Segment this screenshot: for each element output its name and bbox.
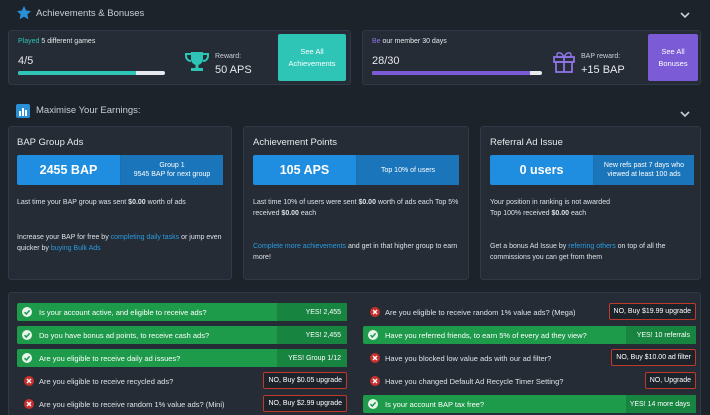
gift-icon xyxy=(553,52,575,73)
card-title: Referral Ad Issue xyxy=(490,137,563,148)
complete-achievements-link[interactable]: Complete more achievements xyxy=(253,243,346,250)
bap-reward-value: +15 BAP xyxy=(581,64,625,76)
cross-icon xyxy=(24,399,34,409)
progress-fill xyxy=(372,71,531,75)
reward-value: 50 APS xyxy=(215,64,252,76)
daily-tasks-link[interactable]: completing daily tasks xyxy=(110,234,180,241)
card-title: Achievement Points xyxy=(253,137,337,148)
eligibility-row: Have you referred friends, to earn 5% of… xyxy=(363,326,696,344)
eligibility-result: YES! 10 referrals xyxy=(626,326,696,344)
bap-group-info: Group 1 9545 BAP for next group xyxy=(121,155,223,185)
eligibility-question: Have you referred friends, to earn 5% of… xyxy=(385,331,587,340)
eligibility-row: Are you eligible to receive daily ad iss… xyxy=(17,349,347,367)
eligibility-row: Is your account active, and eligible to … xyxy=(17,303,347,321)
cross-icon xyxy=(370,353,380,363)
eligibility-row: Are you eligible to receive random 1% va… xyxy=(17,395,347,413)
eligibility-question: Have you changed Default Ad Recycle Time… xyxy=(385,377,564,386)
aps-value-box: 105 APS Top 10% of users xyxy=(253,155,459,185)
referring-others-link[interactable]: referring others xyxy=(568,243,616,250)
section-title: Achievements & Bonuses xyxy=(36,8,145,19)
membership-text: Be our member 30 days xyxy=(372,38,447,45)
check-icon xyxy=(22,330,32,340)
check-icon xyxy=(368,330,378,340)
cross-icon xyxy=(370,376,380,386)
aps-rank: Top 10% of users xyxy=(357,155,459,185)
eligibility-question: Are you eligible to receive recycled ads… xyxy=(39,377,174,386)
eligibility-question: Is your account BAP tax free? xyxy=(385,400,485,409)
cross-icon xyxy=(24,376,34,386)
trophy-icon xyxy=(185,52,209,71)
progress-fill xyxy=(18,71,136,75)
achievements-header[interactable]: Achievements & Bonuses xyxy=(0,0,710,28)
eligibility-question: Have you blocked low value ads with our … xyxy=(385,354,552,363)
chevron-down-icon[interactable] xyxy=(680,109,690,119)
eligibility-row: Do you have bonus ad points, to receive … xyxy=(17,326,347,344)
section-title: Maximise Your Earnings: xyxy=(36,105,141,116)
eligibility-row: Have you blocked low value ads with our … xyxy=(363,349,696,367)
referral-info: New refs past 7 days who viewed at least… xyxy=(594,155,694,185)
upgrade-button[interactable]: NO, Buy $19.99 upgrade xyxy=(608,303,696,320)
referral-bonus-text: Get a bonus Ad Issue by referring others… xyxy=(490,243,666,261)
eligibility-row: Are you eligible to receive random 1% va… xyxy=(363,303,696,321)
check-icon xyxy=(22,353,32,363)
eligibility-row: Is your account BAP tax free? YES! 14 mor… xyxy=(363,395,696,413)
eligibility-question: Are you eligible to receive random 1% va… xyxy=(39,400,225,409)
played-text: Played 5 different games xyxy=(18,38,96,45)
earnings-header[interactable]: Maximise Your Earnings: xyxy=(0,99,710,127)
referral-value: 0 users xyxy=(490,155,594,185)
eligibility-result: YES! 2,455 xyxy=(277,326,347,344)
aps-complete-text: Complete more achievements and get in th… xyxy=(253,243,458,261)
eligibility-question: Are you eligible to receive daily ad iss… xyxy=(39,354,181,363)
upgrade-button[interactable]: NO, Upgrade xyxy=(644,372,696,389)
upgrade-button[interactable]: NO, Buy $10.00 ad filter xyxy=(611,349,696,366)
eligibility-panel: Is your account active, and eligible to … xyxy=(8,292,701,415)
eligibility-row: Have you changed Default Ad Recycle Time… xyxy=(363,372,696,390)
achievement-points-card: Achievement Points 105 APS Top 10% of us… xyxy=(243,126,469,280)
aps-sent-text: Last time 10% of users were sent $0.00 w… xyxy=(253,199,459,217)
eligibility-result: YES! Group 1/12 xyxy=(277,349,347,367)
membership-progress-bar xyxy=(372,71,542,75)
chevron-down-icon[interactable] xyxy=(680,10,690,20)
eligibility-question: Are you eligible to receive random 1% va… xyxy=(385,308,576,317)
referral-position-text: Your position in ranking is not awarded … xyxy=(490,199,610,217)
chart-icon xyxy=(16,104,30,118)
progress-label: 28/30 xyxy=(372,55,400,67)
aps-value: 105 APS xyxy=(253,155,357,185)
eligibility-result: YES! 2,455 xyxy=(277,303,347,321)
card-title: BAP Group Ads xyxy=(17,137,84,148)
check-icon xyxy=(22,307,32,317)
check-icon xyxy=(368,399,378,409)
bulk-ads-link[interactable]: buying Bulk Ads xyxy=(50,245,101,252)
star-icon xyxy=(17,6,31,20)
bap-increase-text: Increase your BAP for free by completing… xyxy=(17,234,222,252)
see-all-achievements-button[interactable]: See All Achievements xyxy=(278,34,346,81)
eligibility-question: Is your account active, and eligible to … xyxy=(39,308,207,317)
see-all-bonuses-button[interactable]: See All Bonuses xyxy=(648,34,698,81)
bap-sent-text: Last time your BAP group was sent $0.00 … xyxy=(17,199,186,206)
achievements-card: Played 5 different games 4/5 Reward: 50 … xyxy=(8,30,351,85)
reward-label: Reward: xyxy=(215,53,242,60)
eligibility-result: YES! 14 more days xyxy=(626,395,696,413)
achievement-progress-bar xyxy=(18,71,165,75)
progress-label: 4/5 xyxy=(18,55,34,67)
membership-card: Be our member 30 days 28/30 BAP reward: … xyxy=(362,30,701,85)
bap-group-card: BAP Group Ads 2455 BAP Group 1 9545 BAP f… xyxy=(8,126,232,280)
bap-value-box: 2455 BAP Group 1 9545 BAP for next group xyxy=(17,155,223,185)
eligibility-question: Do you have bonus ad points, to receive … xyxy=(39,331,210,340)
bap-value: 2455 BAP xyxy=(17,155,121,185)
upgrade-button[interactable]: NO, Buy $2.99 upgrade xyxy=(263,395,347,412)
upgrade-button[interactable]: NO, Buy $0.05 upgrade xyxy=(263,372,347,389)
referral-card: Referral Ad Issue 0 users New refs past … xyxy=(480,126,701,280)
cross-icon xyxy=(370,307,380,317)
referral-value-box: 0 users New refs past 7 days who viewed … xyxy=(490,155,694,185)
eligibility-row: Are you eligible to receive recycled ads… xyxy=(17,372,347,390)
bap-reward-label: BAP reward: xyxy=(581,53,621,60)
